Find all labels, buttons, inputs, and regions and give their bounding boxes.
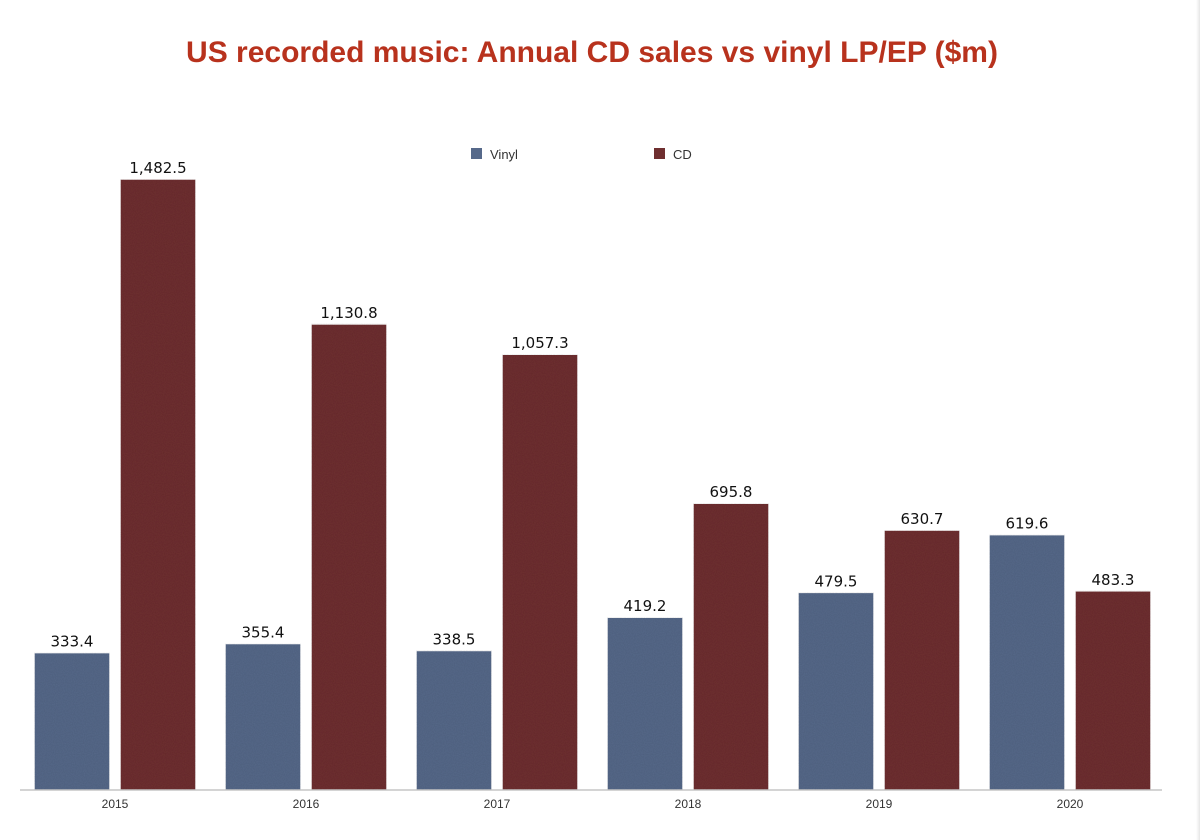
value-label-vinyl-2015: 333.4 xyxy=(51,633,94,651)
bar-vinyl-2019 xyxy=(797,591,875,791)
chart-title: US recorded music: Annual CD sales vs vi… xyxy=(186,36,998,69)
bar-vinyl-2017 xyxy=(415,649,493,791)
x-tick-label-2017: 2017 xyxy=(484,797,511,811)
legend: Vinyl CD xyxy=(471,147,692,162)
value-label-cd-2015: 1,482.5 xyxy=(129,159,186,177)
bar-vinyl-2018 xyxy=(606,616,684,791)
bar-cd-2018 xyxy=(692,502,770,791)
value-label-vinyl-2019: 479.5 xyxy=(815,572,858,590)
value-label-vinyl-2020: 619.6 xyxy=(1006,515,1049,533)
value-label-vinyl-2018: 419.2 xyxy=(624,597,667,615)
legend-swatch-vinyl xyxy=(471,148,482,159)
bar-cd-2020 xyxy=(1074,590,1152,791)
bar-vinyl-2016 xyxy=(224,642,302,791)
value-label-vinyl-2017: 338.5 xyxy=(433,630,476,648)
x-tick-label-2016: 2016 xyxy=(293,797,320,811)
bar-vinyl-2020 xyxy=(988,533,1066,791)
value-label-cd-2020: 483.3 xyxy=(1092,571,1135,589)
legend-label-vinyl: Vinyl xyxy=(490,147,518,162)
x-tick-label-2018: 2018 xyxy=(675,797,702,811)
x-axis-ticks: 2015 2016 2017 2018 2019 2020 xyxy=(102,797,1084,811)
x-tick-label-2020: 2020 xyxy=(1057,797,1084,811)
value-label-vinyl-2016: 355.4 xyxy=(242,624,285,642)
value-label-cd-2018: 695.8 xyxy=(710,483,753,501)
value-label-group: 333.4 1,482.5 355.4 1,130.8 338.5 1,057.3 419.… xyxy=(50,158,1136,652)
bar-cd-2017 xyxy=(501,353,579,791)
value-label-cd-2016: 1,130.8 xyxy=(320,304,377,322)
bar-cd-2016 xyxy=(310,323,388,791)
legend-swatch-cd xyxy=(654,148,665,159)
x-tick-label-2015: 2015 xyxy=(102,797,129,811)
x-tick-label-2019: 2019 xyxy=(866,797,893,811)
value-label-cd-2019: 630.7 xyxy=(901,510,944,528)
bar-vinyl-2015 xyxy=(33,651,111,791)
bar-cd-2015 xyxy=(119,178,197,791)
legend-label-cd: CD xyxy=(673,147,692,162)
value-label-cd-2017: 1,057.3 xyxy=(511,334,568,352)
bar-group xyxy=(33,178,1152,791)
bar-cd-2019 xyxy=(883,529,961,791)
